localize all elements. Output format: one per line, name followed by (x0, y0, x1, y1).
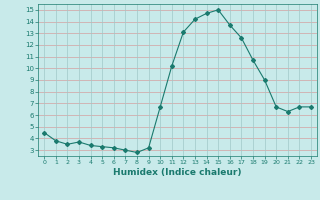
X-axis label: Humidex (Indice chaleur): Humidex (Indice chaleur) (113, 168, 242, 177)
